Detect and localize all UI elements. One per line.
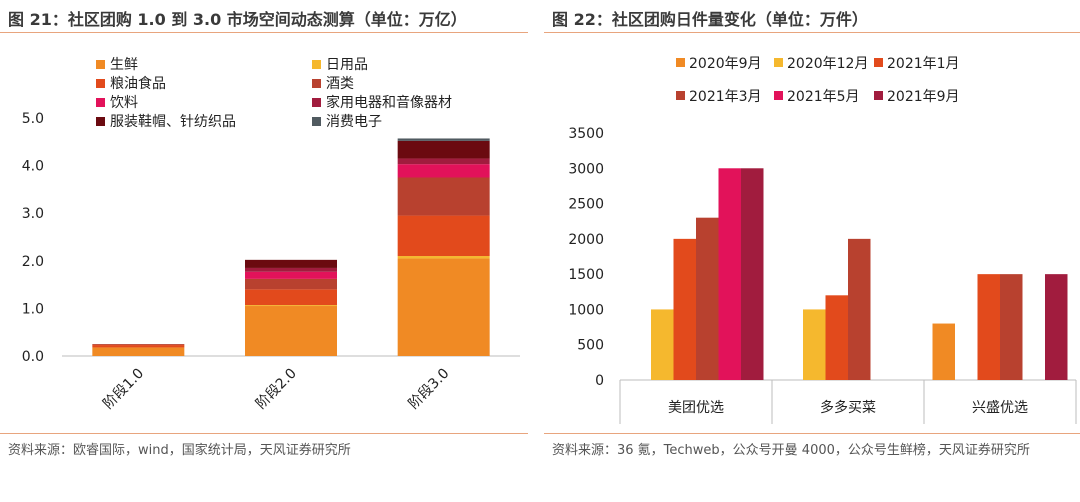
bar-segment [92,344,185,346]
bar-segment [245,278,337,290]
bar-segment [397,138,490,141]
left-title-rule [0,32,528,33]
bar [673,238,696,380]
x-tick-label: 美团优选 [668,400,724,416]
left-source-rule [0,433,528,434]
legend-label: 2020年9月 [689,56,762,72]
legend-label: 服装鞋帽、针纺织品 [110,114,236,130]
bar-segment [245,259,337,268]
bar [718,168,741,380]
y-tick-label: 0.0 [22,349,44,365]
legend-swatch [96,117,105,126]
legend-swatch [96,60,105,69]
legend-swatch [96,98,105,107]
legend-label: 2021年9月 [887,89,960,105]
legend-label: 日用品 [326,57,368,73]
left-figure-panel: 图 21：社区团购 1.0 到 3.0 市场空间动态测算（单位：万亿） 生鲜 日用… [0,0,528,502]
right-title-rule [544,32,1080,33]
legend-swatch [676,58,685,67]
bar-segment [245,306,337,356]
y-tick-label: 5.0 [22,111,44,127]
bar-segment [245,271,337,279]
bar [741,168,764,380]
bar-segment [397,164,490,178]
legend-label: 消费电子 [326,114,382,130]
legend-label: 饮料 [110,95,138,111]
left-source-note: 资料来源：欧睿国际，wind，国家统计局，天风证券研究所 [8,443,351,458]
legend-swatch [312,79,321,88]
x-tick-label: 阶段2.0 [253,366,300,413]
legend-label: 2021年5月 [787,89,860,105]
bar-segment [245,289,337,306]
x-tick-label: 兴盛优选 [972,400,1028,416]
bar [825,295,848,380]
legend-swatch [676,91,685,100]
bar [651,309,674,380]
bar [1045,274,1068,380]
bar-segment [92,347,185,356]
y-tick-label: 1.0 [22,301,44,317]
legend-swatch [874,91,883,100]
x-tick-label: 阶段3.0 [406,366,453,413]
legend-label: 酒类 [326,76,354,92]
bar [1000,274,1023,380]
legend-label: 家用电器和音像器材 [326,94,452,111]
right-figure-title: 图 22：社区团购日件量变化（单位：万件） [552,10,868,29]
y-tick-label: 3000 [568,161,604,177]
bar-segment [397,258,490,356]
bar [977,274,1000,380]
bar-segment [245,267,337,272]
y-tick-label: 4.0 [22,159,44,175]
legend-swatch [312,60,321,69]
y-tick-label: 0 [595,373,604,389]
bar [803,309,826,380]
legend-label: 2021年1月 [887,56,960,72]
legend-label: 生鲜 [110,57,138,73]
bar-segment [92,345,185,348]
legend-label: 2021年3月 [689,89,762,105]
x-tick-label: 阶段1.0 [100,366,147,413]
bar-segment [397,215,490,257]
right-source-note: 资料来源：36 氪，Techweb，公众号开曼 4000，公众号生鲜榜，天风证券… [552,443,1030,458]
bar-segment [397,177,490,216]
right-figure-panel: 图 22：社区团购日件量变化（单位：万件） 2020年9月 2020年12月 202… [544,0,1080,502]
grouped-bar-chart: 2020年9月 2020年12月 2021年1月 2021年3月 2021年5月 2021… [568,56,1077,424]
y-tick-label: 1000 [568,302,604,318]
bar-segment [397,140,490,159]
legend-swatch [96,79,105,88]
y-tick-label: 1500 [568,267,604,283]
legend-swatch [874,58,883,67]
bar [932,323,955,380]
legend-swatch [312,117,321,126]
bar [696,217,719,380]
y-tick-label: 3500 [568,126,604,142]
legend-label: 粮油食品 [110,75,166,92]
bar [848,238,871,380]
x-tick-label: 多多买菜 [820,399,876,416]
y-tick-label: 2500 [568,197,604,213]
y-tick-label: 2000 [568,232,604,248]
legend-swatch [774,58,783,67]
right-source-rule [544,433,1080,434]
bar-segment [397,158,490,165]
bar-segment [397,256,490,259]
y-tick-label: 3.0 [22,206,44,222]
left-figure-title: 图 21：社区团购 1.0 到 3.0 市场空间动态测算（单位：万亿） [8,10,467,29]
legend-swatch [774,91,783,100]
y-tick-label: 2.0 [22,254,44,270]
legend-label: 2020年12月 [787,56,868,72]
legend-swatch [312,98,321,107]
bar-segment [245,305,337,307]
y-tick-label: 500 [577,338,604,354]
